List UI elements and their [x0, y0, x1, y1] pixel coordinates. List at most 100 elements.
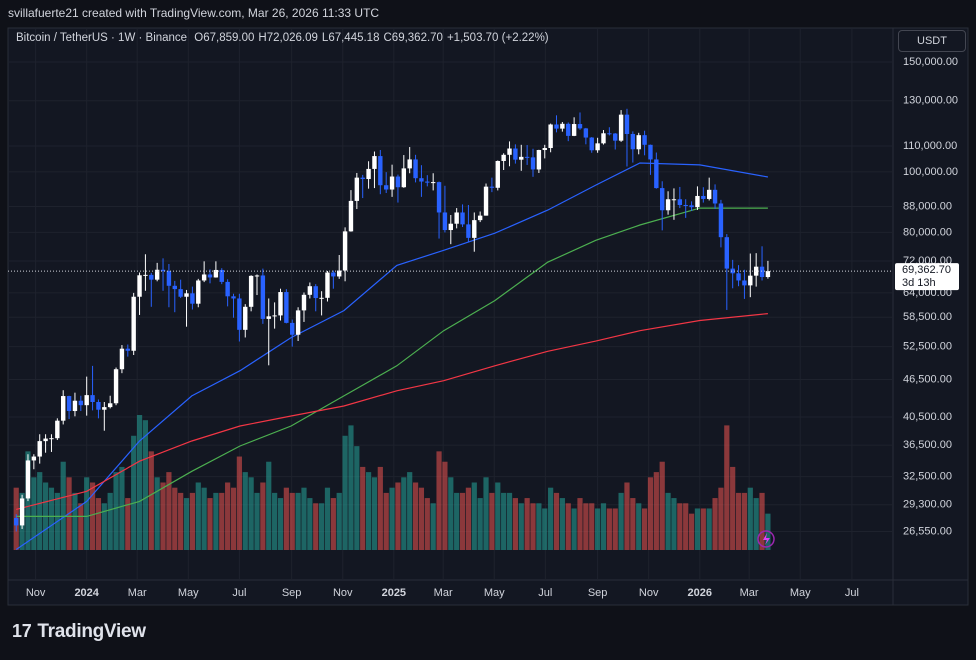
volume-bar — [95, 498, 102, 550]
candle-body — [507, 148, 512, 155]
x-tick-label: 2024 — [74, 587, 99, 599]
candle-body — [172, 285, 177, 290]
candle-body — [601, 133, 606, 144]
candle-body — [61, 396, 66, 421]
candle-body — [366, 168, 371, 180]
candle-body — [154, 269, 160, 280]
volume-bar — [542, 508, 548, 550]
candle-body — [706, 189, 712, 199]
volume-bar — [483, 477, 489, 550]
candle-body — [125, 348, 131, 351]
alert-icon[interactable] — [757, 530, 775, 548]
ohlc-item: L67,445.18 — [322, 32, 380, 44]
volume-bar — [536, 503, 542, 550]
candle-body — [636, 135, 641, 150]
volume-bar — [348, 425, 354, 550]
volume-bar — [84, 477, 90, 550]
candle-body — [542, 148, 547, 151]
candle-body — [753, 266, 759, 276]
volume-bar — [113, 472, 119, 550]
candle-body — [419, 178, 424, 182]
candle-body — [495, 160, 500, 188]
volume-bar — [136, 415, 143, 550]
volume-bar — [548, 487, 554, 550]
candle-body — [689, 205, 694, 208]
volume-bar — [318, 503, 325, 550]
volume-bar — [477, 498, 483, 550]
volume-bar — [612, 508, 618, 550]
volume-bar — [72, 492, 78, 550]
volume-bar — [60, 461, 66, 550]
candle-body — [383, 185, 389, 190]
volume-bar — [424, 498, 430, 550]
attribution: svillafuerte21 created with TradingView.… — [8, 6, 380, 20]
candle-body — [325, 272, 330, 298]
alert-icon — [763, 533, 770, 545]
currency[interactable]: USDT — [898, 30, 966, 52]
candle-body — [554, 124, 559, 129]
volume-bar — [371, 477, 378, 550]
volume-bar — [512, 498, 518, 550]
y-tick-label: 36,500.00 — [903, 439, 952, 451]
volume-bar — [418, 487, 425, 550]
volume-bar — [606, 508, 612, 550]
volume-bar — [641, 508, 648, 550]
volume-bar — [31, 477, 37, 550]
x-tick-label: Mar — [128, 587, 147, 599]
volume-bar — [313, 503, 319, 550]
candle-body — [654, 159, 659, 189]
volume-bar — [131, 435, 137, 550]
y-tick-label: 130,000.00 — [903, 95, 958, 107]
candle-body — [519, 156, 524, 160]
volume — [13, 415, 771, 550]
ohlc-value: 69,362.70 — [391, 32, 443, 44]
ohlc-value: 67,445.18 — [328, 32, 380, 44]
volume-bar — [501, 492, 507, 550]
volume-bar — [706, 508, 712, 550]
ohlc-key: O — [194, 32, 204, 44]
candle-body — [477, 215, 483, 221]
volume-bar — [307, 498, 313, 550]
volume-bar — [172, 487, 178, 550]
volume-bar — [577, 498, 583, 550]
x-tick-label: Jul — [232, 587, 246, 599]
logo[interactable]: 17 TradingView — [12, 621, 146, 643]
candle-body — [25, 460, 31, 499]
candle-body — [736, 273, 741, 281]
volume-bar — [759, 492, 765, 550]
candle-body — [748, 275, 753, 286]
candle-body — [331, 272, 336, 277]
x-tick-label: Nov — [26, 587, 46, 599]
candle-body — [442, 212, 448, 231]
volume-bar — [260, 482, 266, 550]
candle-body — [248, 275, 254, 307]
x-tick-label: May — [790, 587, 811, 599]
volume-bar — [283, 487, 289, 550]
candle-body — [348, 200, 354, 232]
candle-body — [501, 154, 506, 161]
candle-body — [272, 315, 277, 317]
candle-body — [149, 274, 154, 280]
candle-body — [677, 199, 683, 206]
ohlc-key: C — [383, 32, 392, 44]
y-tick-label: 40,500.00 — [903, 411, 952, 423]
volume-bar — [665, 492, 671, 550]
volume-bar — [360, 466, 366, 550]
volume-bar — [647, 477, 654, 550]
candle-body — [712, 189, 718, 204]
candle-body — [201, 274, 207, 281]
y-tick-label: 58,500.00 — [903, 311, 952, 323]
moving-averages — [15, 162, 769, 550]
y-tick-label: 110,000.00 — [903, 140, 957, 152]
candle-body — [742, 280, 747, 286]
volume-bar — [671, 498, 677, 550]
volume-bar — [183, 498, 190, 550]
candle-body — [560, 123, 565, 129]
volume-bar — [289, 492, 295, 550]
candle-body — [489, 186, 495, 188]
candle-body — [695, 195, 700, 208]
x-tick-label: Sep — [282, 587, 302, 599]
candle-body — [219, 269, 224, 282]
candle-body — [19, 498, 25, 526]
volume-bar — [436, 451, 442, 550]
